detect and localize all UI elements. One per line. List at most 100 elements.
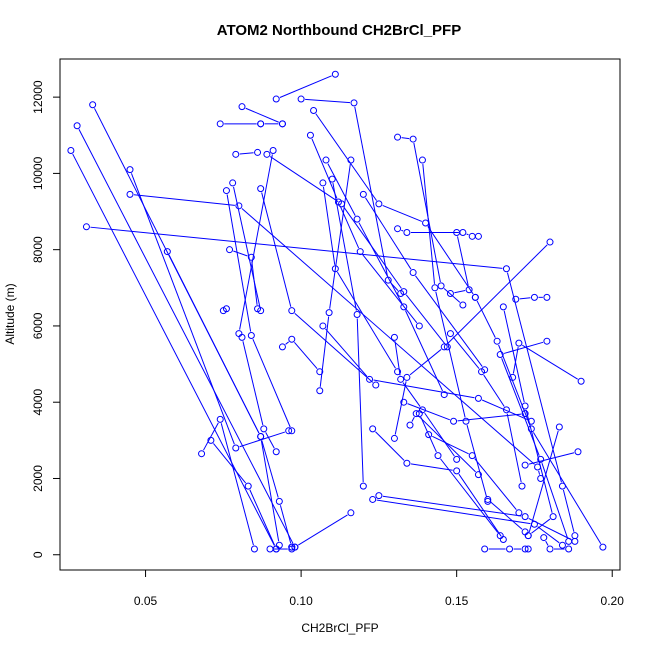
data-point	[257, 433, 265, 441]
data-point	[126, 166, 134, 174]
series-line-segment	[410, 463, 453, 471]
series-line-segment	[394, 341, 401, 376]
series-line-segment	[319, 316, 330, 387]
data-point	[400, 288, 408, 296]
profile-series	[390, 238, 554, 442]
series-line-segment	[332, 182, 357, 311]
data-point	[453, 229, 461, 237]
series-line-segment	[362, 254, 418, 324]
profile-series	[226, 246, 262, 313]
data-point	[453, 455, 461, 463]
series-line-segment	[538, 470, 541, 475]
data-point	[527, 417, 535, 425]
series-line-segment	[528, 430, 559, 532]
series-line-segment	[435, 291, 466, 418]
x-tick-label: 0.20	[601, 594, 625, 608]
data-point	[347, 156, 355, 164]
series-line-segment	[457, 413, 522, 422]
series-line-segment	[420, 417, 437, 453]
data-point	[493, 337, 501, 345]
data-point	[474, 232, 482, 240]
x-tick-label: 0.10	[289, 594, 313, 608]
series-line-segment	[133, 194, 235, 206]
profile-series	[322, 156, 448, 399]
data-point	[394, 225, 402, 233]
data-point	[499, 303, 507, 311]
series-line-segment	[336, 271, 396, 369]
data-point	[244, 482, 252, 490]
data-point	[328, 175, 336, 183]
series-line-segment	[531, 518, 551, 534]
profile-series	[509, 339, 585, 385]
profile-series	[446, 229, 473, 298]
data-point	[288, 545, 296, 553]
data-point	[394, 368, 402, 376]
series-line-segment	[261, 192, 292, 307]
profile-series	[540, 534, 573, 553]
data-point	[440, 391, 448, 399]
data-point	[599, 543, 607, 551]
data-point	[409, 135, 417, 143]
data-point	[238, 103, 246, 111]
data-point	[272, 95, 280, 103]
series-line-segment	[545, 540, 549, 546]
profile-series	[272, 70, 339, 103]
data-point	[353, 215, 361, 223]
series-line-segment	[474, 458, 517, 511]
data-point	[310, 106, 318, 114]
x-tick-label: 0.15	[445, 594, 469, 608]
profile-series	[481, 545, 532, 553]
series-line-segment	[404, 310, 444, 392]
series-line-segment	[490, 501, 523, 530]
series-line-segment	[382, 495, 522, 517]
data-point	[518, 482, 526, 490]
data-point	[524, 545, 532, 553]
data-point	[275, 497, 283, 505]
profile-series	[238, 333, 280, 456]
series-line-segment	[483, 374, 505, 407]
data-point	[512, 295, 520, 303]
series-line-segment	[285, 341, 289, 345]
data-point	[306, 131, 314, 139]
data-point	[198, 450, 206, 458]
series-line-segment	[394, 381, 407, 435]
data-point	[322, 156, 330, 164]
series-line-segment	[327, 163, 356, 216]
data-point	[297, 95, 305, 103]
data-point	[375, 492, 383, 500]
series-line-segment	[373, 379, 475, 399]
series-line-segment	[269, 156, 339, 203]
data-point	[207, 436, 215, 444]
x-tick-label: 0.05	[134, 594, 158, 608]
data-point	[543, 337, 551, 345]
series-line-segment	[409, 349, 442, 376]
series-line-segment	[522, 344, 578, 380]
data-point	[163, 248, 171, 256]
data-point	[446, 290, 454, 298]
data-point	[446, 330, 454, 338]
data-point	[484, 497, 492, 505]
data-point	[82, 223, 90, 231]
data-point	[481, 545, 489, 553]
data-point	[216, 120, 224, 128]
chart-title: ATOM2 Northbound CH2BrCl_PFP	[217, 22, 461, 39]
series-line-segment	[506, 272, 562, 483]
data-point	[506, 545, 514, 553]
data-point	[484, 495, 492, 503]
data-point	[403, 373, 411, 381]
profile-series	[359, 190, 489, 374]
data-point	[540, 534, 548, 542]
data-point	[390, 333, 398, 341]
series-line-segment	[422, 163, 435, 284]
data-point	[571, 537, 579, 545]
data-point	[222, 305, 230, 313]
data-point	[278, 120, 286, 128]
profile-series	[446, 330, 526, 490]
series-line-segment	[90, 226, 503, 269]
profile-series	[390, 333, 461, 463]
series-line-segment	[503, 310, 525, 403]
profile-series	[126, 190, 545, 482]
series-line-segment	[329, 163, 351, 309]
profile-series	[257, 120, 286, 128]
profile-series	[198, 415, 258, 553]
